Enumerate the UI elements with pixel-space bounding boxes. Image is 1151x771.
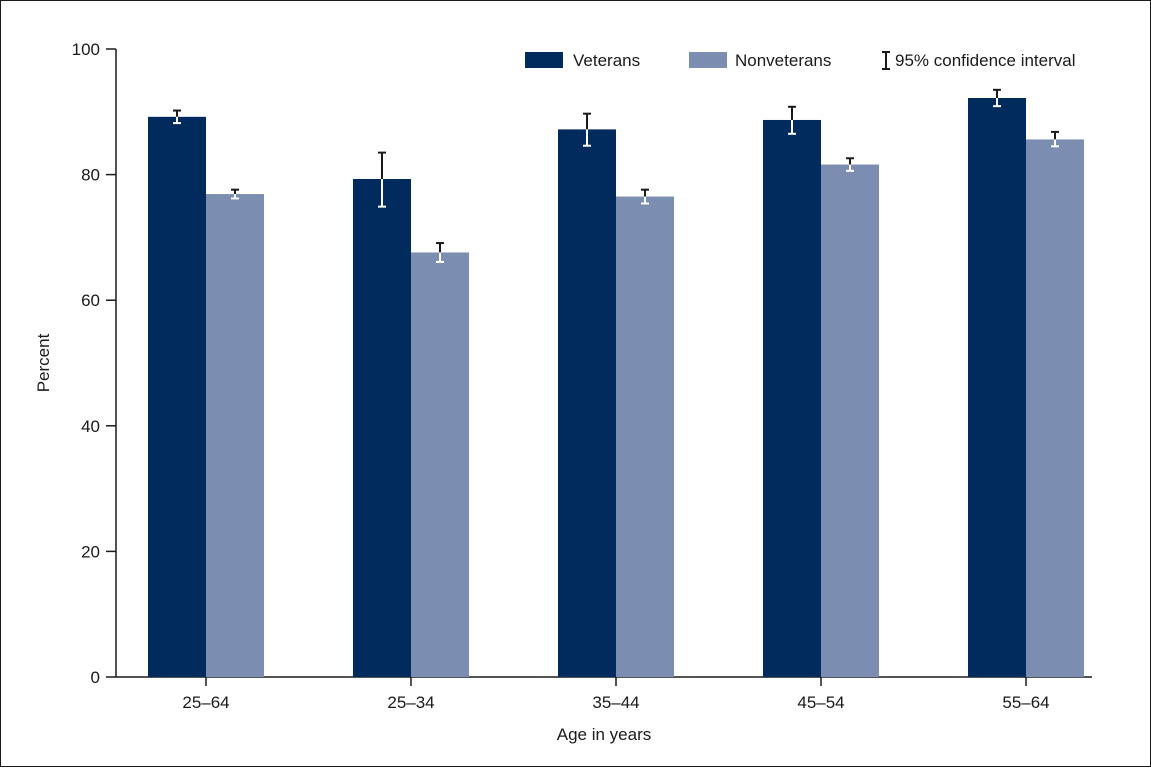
bar-nonveterans-0 — [206, 194, 264, 677]
error-bar-nonveterans-2 — [641, 188, 649, 205]
bar-veterans-3 — [763, 119, 821, 678]
x-tick-label: 55–64 — [1002, 693, 1049, 712]
bar-nonveterans-2 — [616, 196, 674, 677]
error-bar-nonveterans-1 — [436, 242, 444, 263]
error-bar-nonveterans-0 — [231, 188, 239, 200]
y-ticks: 0 20 40 60 80 100 — [72, 40, 116, 687]
error-bar-veterans-3 — [788, 105, 796, 135]
error-bars — [173, 88, 1059, 263]
y-tick-label: 40 — [81, 417, 100, 436]
x-ticks: 25–64 25–34 35–44 45–54 55–64 — [182, 677, 1050, 712]
x-tick-label: 25–34 — [387, 693, 434, 712]
bar-veterans-0 — [148, 116, 206, 678]
bar-nonveterans-3 — [821, 164, 879, 677]
error-bar-veterans-1 — [378, 151, 386, 208]
bar-veterans-2 — [558, 129, 616, 677]
legend-swatch-veterans — [525, 52, 563, 68]
error-bar-veterans-0 — [173, 109, 181, 125]
x-axis-title: Age in years — [557, 725, 652, 744]
bar-nonveterans-1 — [411, 252, 469, 678]
bar-veterans-4 — [968, 97, 1026, 677]
y-axis-title: Percent — [34, 333, 53, 392]
error-bar-veterans-4 — [993, 88, 1001, 108]
legend-label-ci: 95% confidence interval — [895, 51, 1076, 70]
legend-label-nonveterans: Nonveterans — [735, 51, 831, 70]
x-tick-label: 25–64 — [182, 693, 229, 712]
x-tick-label: 35–44 — [592, 693, 639, 712]
legend-ci-icon — [882, 51, 890, 70]
legend: Veterans Nonveterans 95% confidence inte… — [525, 51, 1076, 70]
y-tick-label: 80 — [81, 166, 100, 185]
legend-swatch-nonveterans — [689, 52, 727, 68]
x-tick-label: 45–54 — [797, 693, 844, 712]
legend-label-veterans: Veterans — [573, 51, 640, 70]
bar-nonveterans-4 — [1026, 139, 1084, 677]
error-bar-veterans-2 — [583, 112, 591, 147]
error-bar-nonveterans-4 — [1051, 130, 1059, 148]
y-tick-label: 0 — [91, 668, 100, 687]
bars — [148, 97, 1084, 678]
error-bar-nonveterans-3 — [846, 157, 854, 172]
y-tick-label: 100 — [72, 40, 100, 59]
y-tick-label: 60 — [81, 291, 100, 310]
y-tick-label: 20 — [81, 542, 100, 561]
bar-veterans-1 — [353, 178, 411, 677]
